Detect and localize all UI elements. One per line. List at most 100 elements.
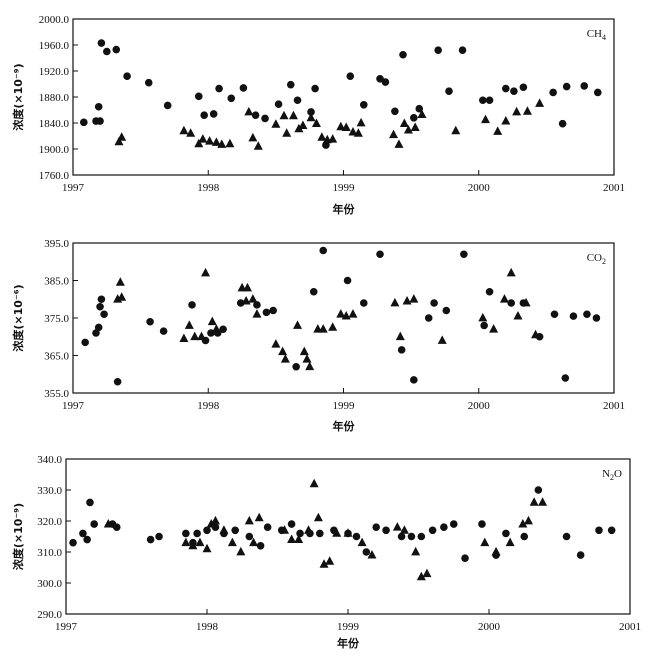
data-point-triangle <box>535 98 545 107</box>
data-point-triangle <box>217 139 227 148</box>
data-point-circle <box>424 314 433 322</box>
data-point-circle <box>478 520 486 528</box>
data-point-triangle <box>489 324 499 333</box>
data-point-circle <box>410 114 418 122</box>
data-point-triangle <box>294 123 304 133</box>
data-point-triangle <box>244 515 254 525</box>
y-tick-label: 385.0 <box>44 276 69 288</box>
x-tick-label: 1998 <box>197 400 220 412</box>
data-point-circle <box>296 529 304 538</box>
gas-label: CH4 <box>587 28 606 42</box>
y-tick-label: 355.0 <box>44 388 69 400</box>
data-point-circle <box>96 302 104 311</box>
data-point-triangle <box>196 331 206 341</box>
data-point-triangle <box>254 512 264 522</box>
data-point-triangle <box>306 112 316 122</box>
data-point-triangle <box>190 331 200 341</box>
data-point-triangle <box>195 537 205 547</box>
data-point-circle <box>86 498 94 507</box>
data-point-triangle <box>416 571 426 581</box>
y-tick-label: 290.0 <box>37 609 62 621</box>
data-point-circle <box>460 250 468 259</box>
data-point-triangle <box>343 528 353 537</box>
data-point-circle <box>410 376 418 384</box>
data-point-circle <box>391 107 399 116</box>
data-point-circle <box>188 301 196 309</box>
data-point-triangle <box>242 282 252 292</box>
data-point-circle <box>343 276 352 285</box>
data-point-circle <box>562 532 571 541</box>
y-tick-label: 1920.0 <box>39 66 70 78</box>
data-point-circle <box>440 523 448 531</box>
data-point-circle <box>442 306 451 315</box>
data-point-triangle <box>179 333 189 343</box>
data-point-circle <box>592 314 601 322</box>
data-point-circle <box>94 323 103 332</box>
data-point-circle <box>407 532 416 541</box>
x-tick-label: 2001 <box>603 182 625 194</box>
data-point-triangle <box>493 126 503 135</box>
data-point-circle <box>83 535 91 544</box>
data-point-triangle <box>271 339 281 348</box>
data-point-triangle <box>288 110 298 120</box>
data-point-triangle <box>179 125 189 135</box>
data-point-triangle <box>293 320 303 329</box>
data-point-triangle <box>389 129 399 139</box>
data-point-triangle <box>417 109 427 118</box>
data-point-circle <box>100 310 108 319</box>
data-point-triangle <box>302 354 312 363</box>
data-point-circle <box>397 532 406 541</box>
data-point-triangle <box>538 497 548 506</box>
data-point-triangle <box>522 106 532 115</box>
data-point-triangle <box>225 138 235 148</box>
data-point-circle <box>549 88 557 97</box>
data-point-triangle <box>253 141 263 150</box>
data-point-triangle <box>117 132 127 141</box>
data-point-triangle <box>305 361 315 371</box>
data-point-circle <box>307 108 315 116</box>
data-point-triangle <box>309 478 319 488</box>
data-point-triangle <box>332 528 342 537</box>
gas-label: CO2 <box>587 252 606 266</box>
x-tick-label: 1997 <box>62 400 85 412</box>
data-point-circle <box>293 96 302 105</box>
data-point-circle <box>236 299 245 307</box>
y-tick-label: 375.0 <box>44 313 69 325</box>
data-point-triangle <box>336 309 346 318</box>
data-point-circle <box>550 310 559 319</box>
data-point-triangle <box>491 546 501 556</box>
data-point-circle <box>458 46 467 54</box>
data-point-circle <box>80 118 88 127</box>
plot-frame <box>72 18 615 176</box>
data-point-circle <box>274 100 283 108</box>
data-point-triangle <box>410 122 420 131</box>
data-point-triangle <box>451 125 461 135</box>
data-point-circle <box>144 78 153 87</box>
y-axis-label: 浓度(×10⁻⁹) <box>11 63 25 130</box>
data-point-triangle <box>336 121 346 131</box>
data-point-circle <box>502 529 510 538</box>
data-point-triangle <box>205 136 215 145</box>
data-point-circle <box>200 111 208 119</box>
y-tick-label: 1760.0 <box>39 170 70 182</box>
data-point-triangle <box>103 519 113 528</box>
y-tick-label: 330.0 <box>37 485 62 497</box>
x-tick-label: 1999 <box>333 400 356 412</box>
data-point-circle <box>231 526 239 535</box>
data-point-triangle <box>313 512 323 522</box>
data-point-circle <box>359 101 368 109</box>
data-point-circle <box>480 321 488 330</box>
data-point-circle <box>399 50 407 59</box>
data-point-circle <box>507 299 516 307</box>
data-point-triangle <box>317 132 327 141</box>
data-point-circle <box>219 325 227 334</box>
data-point-triangle <box>298 120 308 129</box>
data-point-circle <box>346 72 355 80</box>
data-point-circle <box>261 114 269 123</box>
data-point-circle <box>194 92 203 101</box>
data-point-circle <box>479 96 487 105</box>
data-point-circle <box>203 526 211 535</box>
data-point-triangle <box>501 115 511 125</box>
data-point-triangle <box>198 134 208 143</box>
